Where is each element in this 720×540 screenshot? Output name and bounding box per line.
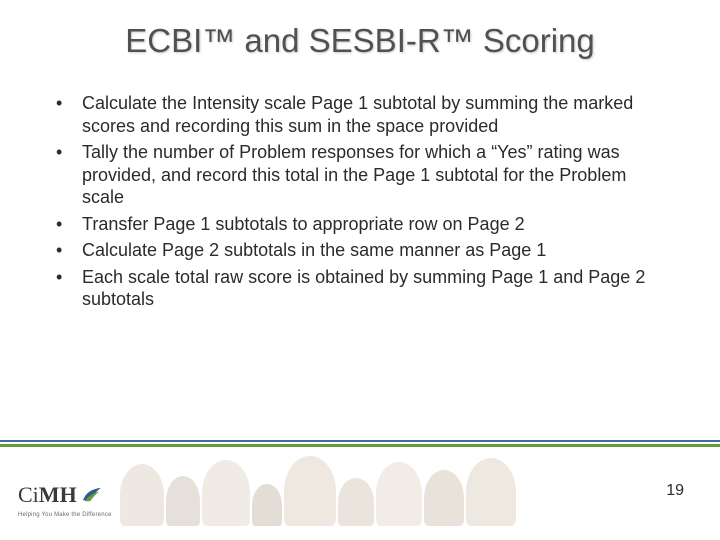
bullet-list: Calculate the Intensity scale Page 1 sub… xyxy=(50,92,670,311)
bullet-item: Tally the number of Problem responses fo… xyxy=(50,141,670,209)
divider-rule xyxy=(0,440,720,448)
slide: ECBI™ and SESBI-R™ Scoring Calculate the… xyxy=(0,0,720,540)
logo-m: M xyxy=(39,482,60,507)
cimh-logo: CiMH xyxy=(18,482,103,508)
slide-body: Calculate the Intensity scale Page 1 sub… xyxy=(0,74,720,311)
wing-icon xyxy=(81,486,103,504)
logo-tagline: Helping You Make the Difference xyxy=(18,512,111,518)
bullet-item: Each scale total raw score is obtained b… xyxy=(50,266,670,311)
divider-rule-bottom xyxy=(0,444,720,447)
bullet-item: Transfer Page 1 subtotals to appropriate… xyxy=(50,213,670,236)
logo-ci: Ci xyxy=(18,482,39,507)
logo-h: H xyxy=(60,482,77,507)
bullet-item: Calculate Page 2 subtotals in the same m… xyxy=(50,239,670,262)
decorative-people-photo xyxy=(120,454,600,526)
page-number: 19 xyxy=(666,482,684,500)
slide-title: ECBI™ and SESBI-R™ Scoring xyxy=(0,0,720,74)
divider-rule-top xyxy=(0,440,720,442)
cimh-logo-text: CiMH xyxy=(18,482,77,508)
bullet-item: Calculate the Intensity scale Page 1 sub… xyxy=(50,92,670,137)
